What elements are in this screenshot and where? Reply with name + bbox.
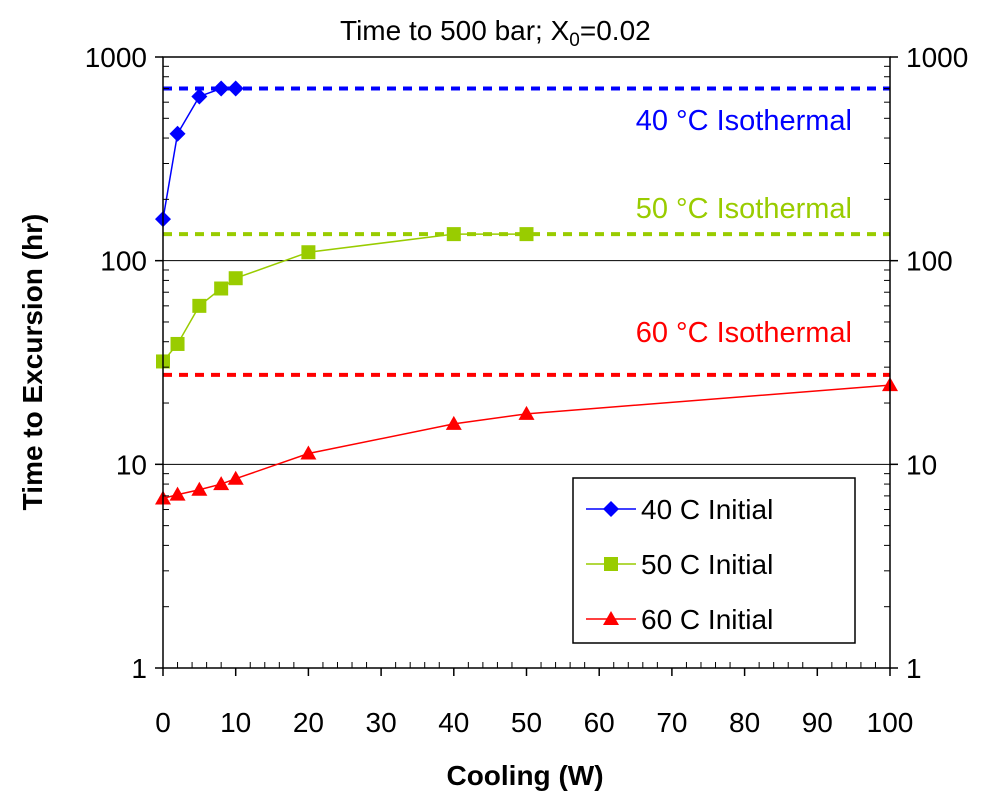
x-tick-label: 60 [584, 707, 615, 738]
x-tick-label: 0 [155, 707, 171, 738]
series-3 [155, 377, 898, 505]
reference-annotation-3: 60 °C Isothermal [636, 317, 852, 349]
legend-box [572, 477, 856, 644]
y-axis-label: Time to Excursion (hr) [17, 214, 48, 511]
chart-title-subscript: 0 [569, 30, 580, 51]
y-tick-label-left: 10 [116, 449, 147, 480]
x-tick-label: 50 [511, 707, 542, 738]
x-tick-label: 80 [729, 707, 760, 738]
legend-label-3: 60 C Initial [641, 604, 773, 635]
reference-annotation-2: 50 °C Isothermal [636, 193, 852, 225]
series-1 [155, 80, 244, 228]
svg-text:Time to 500 bar; X0=0.02: Time to 500 bar; X0=0.02 [340, 15, 651, 51]
y-tick-label-right: 1000 [906, 42, 968, 73]
legend: 40 C Initial 50 C Initial 60 C Initial [572, 477, 856, 644]
data-point [169, 125, 186, 142]
series-layer [155, 80, 898, 505]
chart-title-main: Time to 500 bar; X [340, 15, 570, 46]
y-tick-label-right: 100 [906, 246, 953, 277]
x-tick-label: 100 [867, 707, 914, 738]
reference-annotations: 40 °C Isothermal 50 °C Isothermal 60 °C Is… [636, 105, 852, 349]
y-tick-label-right: 1 [906, 653, 922, 684]
data-point [228, 271, 243, 286]
y-tick-label-right: 10 [906, 449, 937, 480]
x-tick-label: 30 [366, 707, 397, 738]
data-point [170, 336, 185, 351]
data-point [227, 80, 244, 97]
data-point [213, 476, 230, 491]
legend-marker-3 [603, 611, 619, 625]
axes-layer [155, 56, 898, 676]
data-point [192, 298, 207, 313]
data-point [519, 227, 534, 242]
legend-label-2: 50 C Initial [641, 549, 773, 580]
x-tick-label: 40 [438, 707, 469, 738]
legend-marker-2 [604, 557, 618, 571]
data-point [301, 245, 316, 260]
data-point [169, 486, 186, 501]
series-2 [156, 227, 534, 369]
y-tick-label-left: 100 [100, 246, 147, 277]
chart-title: Time to 500 bar; X0=0.02 [340, 15, 651, 51]
x-axis-label: Cooling (W) [446, 760, 603, 791]
data-point [191, 88, 208, 105]
series-line-1 [162, 87, 236, 220]
y-tick-label-left: 1000 [85, 42, 147, 73]
tick-labels: 1 1 10 10 100 100 1000 1000 0 10 20 30 40 50 60 70 80 90 1… [85, 42, 969, 738]
grid-layer [163, 260, 890, 465]
series-line-2 [162, 233, 527, 362]
data-point [445, 415, 462, 430]
legend-marker-1 [603, 501, 619, 517]
data-point [446, 227, 461, 242]
reference-annotation-1: 40 °C Isothermal [636, 105, 852, 137]
legend-label-1: 40 C Initial [641, 494, 773, 525]
x-tick-label: 90 [802, 707, 833, 738]
data-point [300, 445, 317, 460]
x-tick-label: 10 [220, 707, 251, 738]
data-point [213, 80, 230, 97]
data-point [191, 481, 208, 496]
x-tick-label: 20 [293, 707, 324, 738]
data-point [518, 405, 535, 420]
x-tick-label: 70 [656, 707, 687, 738]
y-tick-label-left: 1 [131, 653, 147, 684]
data-point [214, 281, 229, 296]
chart-title-rest: =0.02 [580, 15, 651, 46]
data-point [227, 470, 244, 485]
